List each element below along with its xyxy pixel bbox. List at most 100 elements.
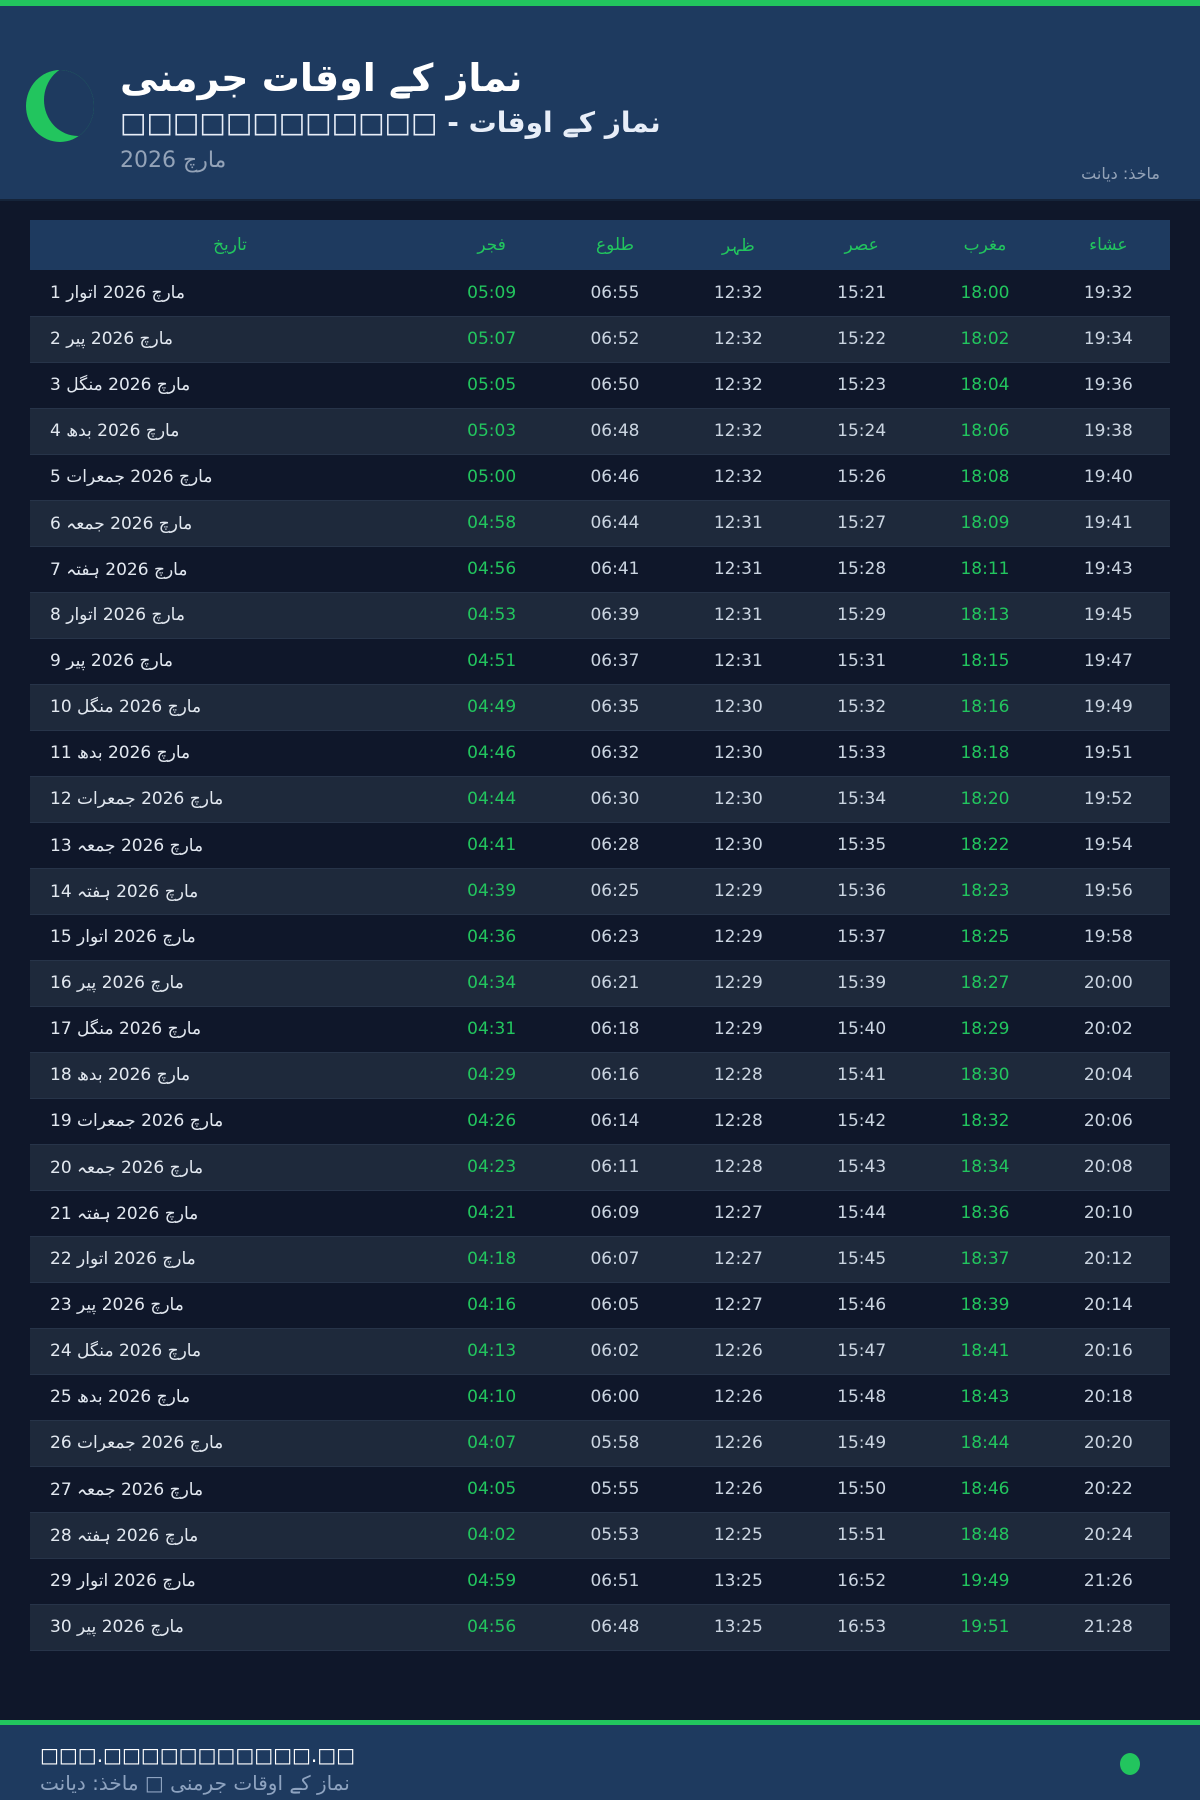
time-cell: 04:59 <box>430 1558 554 1605</box>
time-cell: 19:54 <box>1046 822 1170 869</box>
time-cell: 04:56 <box>430 1604 554 1651</box>
time-cell: 18:48 <box>923 1512 1047 1559</box>
time-cell: 18:29 <box>923 1006 1047 1053</box>
time-cell: 15:47 <box>799 1328 924 1375</box>
time-cell: 06:09 <box>553 1190 677 1237</box>
month-label: مارچ 2026 <box>120 148 227 173</box>
time-cell: 04:56 <box>430 546 554 593</box>
time-cell: 12:29 <box>676 960 800 1007</box>
time-cell: 13:25 <box>676 1558 800 1605</box>
time-cell: 15:36 <box>799 868 924 915</box>
time-cell: 06:25 <box>553 868 677 915</box>
time-cell: 19:36 <box>1046 362 1170 409</box>
column-header: طلوع <box>595 235 635 255</box>
time-cell: 12:31 <box>676 500 800 547</box>
time-cell: 06:46 <box>553 454 677 501</box>
time-cell: 12:27 <box>676 1190 800 1237</box>
time-cell: 04:23 <box>430 1144 554 1191</box>
time-cell: 18:02 <box>923 316 1047 363</box>
time-cell: 15:51 <box>799 1512 924 1559</box>
time-cell: 19:51 <box>1046 730 1170 777</box>
date-cell: 30 مارچ 2026 پیر <box>30 1604 430 1651</box>
time-cell: 06:21 <box>553 960 677 1007</box>
time-cell: 12:30 <box>676 822 800 869</box>
date-cell: 26 مارچ 2026 جمعرات <box>30 1420 430 1467</box>
table-row: 13 مارچ 2026 جمعہ 04:41 06:28 12:30 15:35 18:… <box>30 822 1170 869</box>
time-cell: 04:41 <box>430 822 554 869</box>
column-header: مغرب <box>963 235 1007 255</box>
time-cell: 12:32 <box>676 270 800 317</box>
time-cell: 06:00 <box>553 1374 677 1421</box>
time-cell: 20:22 <box>1046 1466 1170 1513</box>
date-cell: 21 مارچ 2026 ہفتہ <box>30 1190 430 1237</box>
time-cell: 12:26 <box>676 1466 800 1513</box>
date-cell: 16 مارچ 2026 پیر <box>30 960 430 1007</box>
time-cell: 15:31 <box>799 638 924 685</box>
time-cell: 06:32 <box>553 730 677 777</box>
time-cell: 19:58 <box>1046 914 1170 961</box>
table-row: 26 مارچ 2026 جمعرات 04:07 05:58 12:26 15:49 1… <box>30 1420 1170 1467</box>
time-cell: 12:28 <box>676 1052 800 1099</box>
time-cell: 18:08 <box>923 454 1047 501</box>
time-cell: 04:49 <box>430 684 554 731</box>
time-cell: 05:00 <box>430 454 554 501</box>
date-cell: 17 مارچ 2026 منگل <box>30 1006 430 1053</box>
date-cell: 24 مارچ 2026 منگل <box>30 1328 430 1375</box>
time-cell: 15:24 <box>799 408 924 455</box>
time-cell: 15:48 <box>799 1374 924 1421</box>
date-cell: 6 مارچ 2026 جمعہ <box>30 500 430 547</box>
time-cell: 15:37 <box>799 914 924 961</box>
table-row: 7 مارچ 2026 ہفتہ 04:56 06:41 12:31 15:28 18:1… <box>30 546 1170 593</box>
table-row: 16 مارچ 2026 پیر 04:34 06:21 12:29 15:39 18:2… <box>30 960 1170 1007</box>
table-row: 21 مارچ 2026 ہفتہ 04:21 06:09 12:27 15:44 18:… <box>30 1190 1170 1237</box>
time-cell: 05:07 <box>430 316 554 363</box>
table-row: 9 مارچ 2026 پیر 04:51 06:37 12:31 15:31 18:15… <box>30 638 1170 685</box>
time-cell: 19:41 <box>1046 500 1170 547</box>
time-cell: 12:27 <box>676 1282 800 1329</box>
time-cell: 19:43 <box>1046 546 1170 593</box>
date-cell: 10 مارچ 2026 منگل <box>30 684 430 731</box>
crescent-moon-icon <box>26 70 94 142</box>
time-cell: 12:25 <box>676 1512 800 1559</box>
date-cell: 14 مارچ 2026 ہفتہ <box>30 868 430 915</box>
time-cell: 04:58 <box>430 500 554 547</box>
time-cell: 15:29 <box>799 592 924 639</box>
column-header: فجر <box>477 235 506 255</box>
time-cell: 12:30 <box>676 730 800 777</box>
time-cell: 15:44 <box>799 1190 924 1237</box>
time-cell: 04:46 <box>430 730 554 777</box>
time-cell: 18:27 <box>923 960 1047 1007</box>
prayer-times-table: تاریخ فجر طلوع ظہر عصر مغرب عشاء 1 مارچ 2026 ا… <box>30 220 1170 1651</box>
time-cell: 06:39 <box>553 592 677 639</box>
date-cell: 3 مارچ 2026 منگل <box>30 362 430 409</box>
time-cell: 15:39 <box>799 960 924 1007</box>
time-cell: 12:32 <box>676 408 800 455</box>
time-cell: 15:46 <box>799 1282 924 1329</box>
date-cell: 20 مارچ 2026 جمعہ <box>30 1144 430 1191</box>
table-row: 1 مارچ 2026 اتوار 05:09 06:55 12:32 15:21 18:… <box>30 270 1170 317</box>
time-cell: 04:13 <box>430 1328 554 1375</box>
time-cell: 05:53 <box>553 1512 677 1559</box>
time-cell: 06:50 <box>553 362 677 409</box>
time-cell: 15:27 <box>799 500 924 547</box>
time-cell: 18:06 <box>923 408 1047 455</box>
time-cell: 20:00 <box>1046 960 1170 1007</box>
time-cell: 06:11 <box>553 1144 677 1191</box>
time-cell: 04:31 <box>430 1006 554 1053</box>
time-cell: 18:44 <box>923 1420 1047 1467</box>
time-cell: 19:51 <box>923 1604 1047 1651</box>
table-row: 18 مارچ 2026 بدھ 04:29 06:16 12:28 15:41 18:3… <box>30 1052 1170 1099</box>
time-cell: 04:53 <box>430 592 554 639</box>
time-cell: 06:28 <box>553 822 677 869</box>
time-cell: 18:22 <box>923 822 1047 869</box>
time-cell: 19:34 <box>1046 316 1170 363</box>
time-cell: 18:43 <box>923 1374 1047 1421</box>
time-cell: 12:32 <box>676 454 800 501</box>
footer: □□□.□□□□□□□□□□□.□□ نماز کے اوقات جرمنی □… <box>0 1720 1200 1800</box>
time-cell: 18:13 <box>923 592 1047 639</box>
time-cell: 15:42 <box>799 1098 924 1145</box>
time-cell: 20:12 <box>1046 1236 1170 1283</box>
footer-note: نماز کے اوقات جرمنی □ ماخذ: دیانت <box>40 1771 350 1795</box>
date-cell: 12 مارچ 2026 جمعرات <box>30 776 430 823</box>
time-cell: 18:46 <box>923 1466 1047 1513</box>
